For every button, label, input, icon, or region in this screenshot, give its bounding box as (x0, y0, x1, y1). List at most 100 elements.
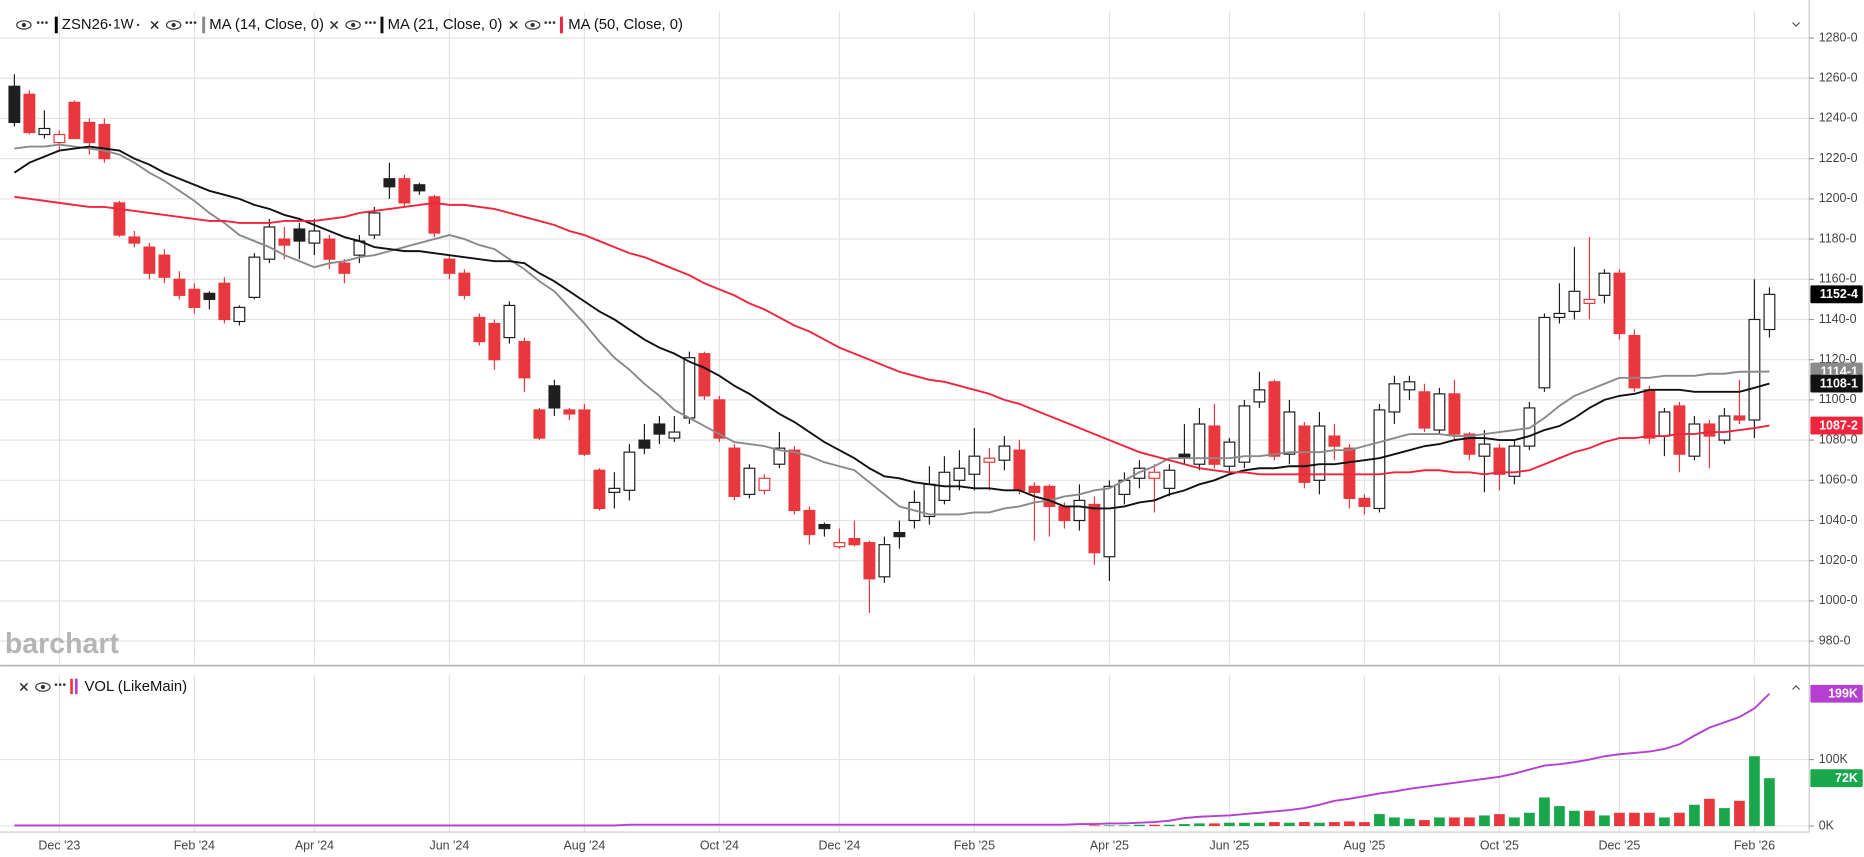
candle-body (578, 409, 591, 455)
candle (758, 474, 771, 495)
candle (578, 403, 591, 457)
eye-icon[interactable] (35, 682, 51, 692)
candle-body (1058, 505, 1071, 522)
candle (128, 231, 141, 248)
candle (1268, 379, 1281, 461)
more-icon[interactable] (185, 21, 197, 24)
candle-body (233, 306, 246, 323)
candle (1568, 247, 1581, 320)
candle (113, 200, 126, 238)
eye-icon[interactable] (524, 20, 541, 30)
last-value-label: 1152-4 (1820, 287, 1858, 301)
eye-icon[interactable] (345, 20, 361, 30)
candle (158, 249, 171, 284)
series-swatch (202, 16, 206, 34)
candle-body (293, 228, 306, 242)
last-value-label: 72K (1835, 771, 1858, 785)
volume-bar (1554, 806, 1565, 827)
collapse-icon[interactable] (1792, 684, 1801, 690)
candle-body (1748, 318, 1761, 421)
candle-body (1268, 381, 1281, 457)
candle-body (1718, 415, 1731, 441)
candle-body (458, 272, 471, 296)
candle-body (188, 288, 201, 309)
y-tick-label: 1220-0 (1819, 151, 1858, 165)
close-icon[interactable] (19, 682, 29, 692)
candle (1148, 464, 1161, 513)
candle-body (683, 357, 696, 419)
candle (1343, 444, 1356, 509)
close-icon[interactable] (150, 20, 159, 30)
y-tick-label: 100K (1819, 752, 1849, 766)
candle (608, 472, 621, 509)
candle (1238, 399, 1251, 469)
candle (653, 415, 666, 445)
more-icon[interactable] (544, 21, 556, 24)
candle-body (623, 451, 636, 491)
candle-body (863, 542, 876, 580)
candle-body (83, 121, 96, 144)
candle (1718, 407, 1731, 445)
candle (848, 520, 861, 547)
more-icon[interactable] (36, 21, 48, 24)
y-tick-label: 1140-0 (1819, 312, 1857, 326)
candle (1283, 399, 1296, 465)
candle (893, 520, 906, 549)
candle-body (1013, 449, 1026, 491)
candle-body (593, 469, 606, 510)
volume-bar (1479, 815, 1490, 827)
candle (1583, 237, 1596, 320)
y-tick-label: 1060-0 (1819, 473, 1858, 487)
candle (698, 351, 711, 400)
candle (1028, 482, 1041, 541)
more-icon[interactable] (54, 683, 66, 686)
volume-bar (1584, 810, 1595, 827)
volume-bar (1404, 818, 1415, 827)
y-tick-label: 0K (1819, 818, 1835, 832)
candle-body (1298, 425, 1311, 483)
volume-bar (1644, 812, 1655, 827)
candle-body (413, 184, 426, 192)
interval: 1W (113, 17, 134, 32)
candle-body (953, 467, 966, 481)
candle-body (983, 457, 996, 463)
volume-bar (1179, 824, 1190, 827)
volume-bar (1734, 800, 1745, 827)
collapse-icon[interactable] (1792, 22, 1801, 27)
eye-icon[interactable] (16, 20, 32, 30)
close-icon[interactable] (330, 20, 339, 30)
candle (488, 319, 501, 370)
candle (593, 468, 606, 511)
candle (218, 277, 231, 324)
candle (1748, 279, 1761, 439)
candle-body (1478, 443, 1491, 457)
candle-body (443, 258, 456, 274)
last-value-box (1810, 684, 1863, 703)
candle-body (263, 226, 276, 260)
candle (1733, 379, 1746, 425)
candle (878, 536, 891, 583)
candle-body (23, 93, 36, 134)
candle (443, 255, 456, 280)
volume-bar (1254, 822, 1265, 827)
candle-body (218, 282, 231, 321)
candle (188, 283, 201, 314)
last-value-label: 199K (1828, 687, 1858, 701)
candle (1403, 375, 1416, 400)
more-icon[interactable] (364, 21, 376, 24)
volume-bar (1269, 822, 1280, 827)
candle (278, 226, 291, 260)
eye-icon[interactable] (165, 20, 182, 30)
candle-body (608, 487, 621, 493)
close-icon[interactable] (509, 20, 518, 30)
last-value-box (1810, 769, 1863, 788)
candle-body (1088, 503, 1101, 554)
volume-bar (1299, 822, 1310, 827)
x-tick-label: Feb '24 (174, 839, 215, 853)
y-tick-label: 1100-0 (1819, 392, 1857, 406)
candle-body (1418, 391, 1431, 429)
candle-body (758, 477, 771, 491)
volume-bar (1749, 756, 1760, 827)
candle (1043, 484, 1056, 537)
volume-bar (1164, 824, 1175, 827)
